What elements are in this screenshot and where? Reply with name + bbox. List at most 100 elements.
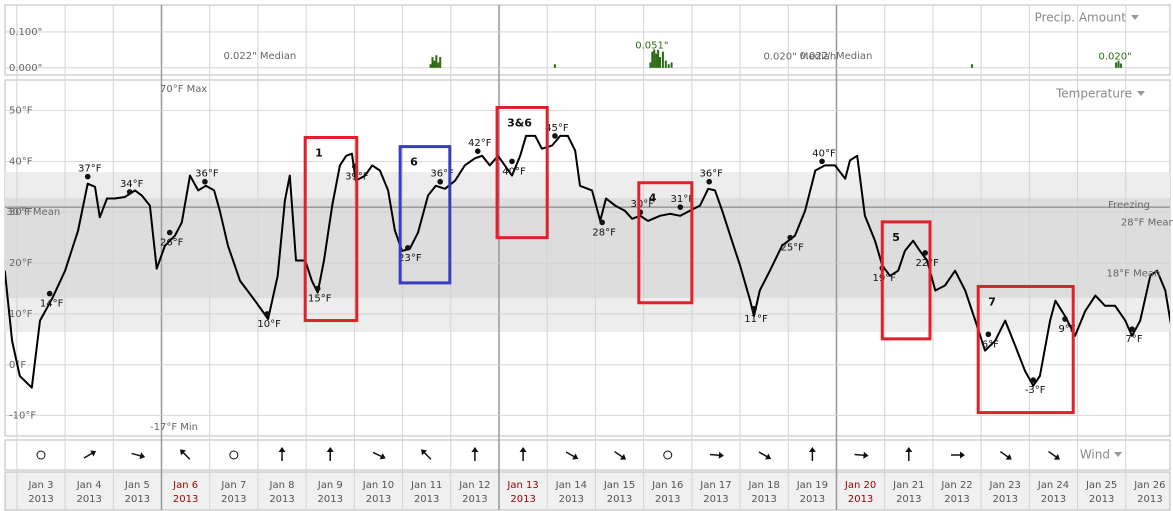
wind-calm	[663, 450, 673, 460]
normal-range-bands	[5, 172, 1170, 332]
wind-arrow-head	[278, 447, 286, 452]
wind-arrow	[999, 450, 1012, 460]
x-tick-label: Jan 26	[1133, 480, 1165, 491]
labeled-point	[751, 306, 757, 312]
wind-arrow	[854, 451, 869, 459]
wind-arrow-head	[619, 453, 627, 460]
x-tick-year: 2013	[1137, 494, 1162, 505]
wind-arrow	[709, 451, 724, 459]
x-tick-label: Jan 16	[651, 480, 683, 491]
highlight-box	[976, 284, 1075, 415]
date-row	[4, 471, 1171, 511]
x-tick-label: Jan 18	[747, 480, 779, 491]
max-label: 70°F Max	[160, 84, 207, 95]
x-tick-label: Jan 22	[940, 480, 972, 491]
labeled-point	[922, 250, 928, 256]
wind-arrow	[905, 447, 913, 461]
x-tick-year: 2013	[414, 494, 439, 505]
precip-bar	[970, 64, 973, 68]
dropdown-arrow[interactable]	[1137, 91, 1145, 96]
precip-bar	[661, 51, 664, 68]
labeled-point	[84, 173, 91, 180]
x-tick-year: 2013	[992, 494, 1017, 505]
x-tick-year: 2013	[703, 494, 728, 505]
x-tick-year: 2013	[944, 494, 969, 505]
labeled-point	[706, 178, 712, 185]
point-label: 37°F	[78, 164, 102, 175]
x-tick-label: Jan 14	[555, 480, 587, 491]
precip-annotation: 0.020" Median	[763, 52, 836, 63]
dropdown-arrow[interactable]	[1114, 452, 1122, 457]
wind-arrow-head	[765, 453, 772, 460]
labeled-point	[552, 133, 558, 139]
x-tick-year: 2013	[559, 494, 584, 505]
x-tick-label: Jan 19	[796, 480, 828, 491]
labeled-point	[1030, 377, 1036, 383]
precip-bar	[651, 51, 654, 68]
y-tick-label: 20°F	[9, 258, 33, 269]
dropdown-arrow[interactable]	[1131, 15, 1139, 20]
point-label: 15°F	[308, 294, 332, 305]
highlight-box-label: 3&6	[507, 116, 532, 129]
x-tick-label: Jan 3	[27, 480, 53, 491]
precip-bar	[657, 49, 660, 68]
x-tick-label: Jan 11	[410, 480, 442, 491]
point-label: 11°F	[744, 314, 768, 325]
precip-bar	[653, 49, 656, 68]
point-label: 34°F	[120, 179, 144, 190]
temperature-title[interactable]: Temperature	[1055, 87, 1132, 101]
wind-arrow-head	[808, 447, 816, 452]
highlight-box-label: 5	[892, 231, 900, 244]
wind-arrow	[372, 451, 386, 460]
x-tick-year: 2013	[28, 494, 53, 505]
point-label: 23°F	[398, 253, 422, 264]
precip-bar	[437, 62, 440, 68]
y-tick-label: 0.100"	[9, 27, 42, 38]
wind-title[interactable]: Wind	[1080, 448, 1110, 462]
point-label: 7°F	[1125, 334, 1142, 345]
x-tick-year: 2013	[896, 494, 921, 505]
x-tick-year: 2013	[318, 494, 343, 505]
x-tick-year: 2013	[1041, 494, 1066, 505]
labeled-point	[677, 204, 684, 210]
wind-arrow	[471, 447, 479, 461]
precip-bar	[1117, 60, 1120, 68]
wind-arrow-head	[519, 447, 527, 452]
highlight-box	[303, 135, 359, 323]
point-label: 40°F	[812, 148, 836, 159]
wind-arrow	[758, 451, 772, 460]
y-tick-label: 40°F	[9, 156, 33, 167]
wind-row	[4, 439, 1171, 471]
wind-arrow-head	[90, 450, 97, 457]
wind-arrow-head	[471, 447, 479, 452]
point-label: 9°F	[1058, 324, 1075, 335]
point-label: 25°F	[780, 243, 804, 254]
highlight-box-label: 1	[315, 146, 323, 159]
labeled-point	[474, 148, 481, 154]
precip-bar	[1119, 63, 1122, 68]
x-tick-year: 2013	[173, 494, 198, 505]
highlight-box	[637, 181, 694, 305]
x-tick-year: 2013	[751, 494, 776, 505]
x-tick-label: Jan 9	[317, 480, 343, 491]
y-tick-label: 10°F	[9, 309, 33, 320]
wind-arrow	[179, 449, 191, 460]
x-tick-year: 2013	[221, 494, 246, 505]
x-tick-year: 2013	[125, 494, 150, 505]
mean-label: 18°F Mean	[1106, 268, 1160, 279]
x-tick-label: Jan 4	[76, 480, 102, 491]
temperature-plot	[5, 134, 1170, 389]
wind-arrow-head	[179, 449, 186, 456]
x-tick-year: 2013	[607, 494, 632, 505]
x-tick-label: Jan 8	[269, 480, 295, 491]
precip-title[interactable]: Precip. Amount	[1035, 11, 1127, 25]
precip-bar	[664, 60, 667, 68]
x-tick-year: 2013	[366, 494, 391, 505]
x-tick-year: 2013	[462, 494, 487, 505]
x-tick-year: 2013	[76, 494, 101, 505]
x-tick-label: Jan 13	[506, 480, 538, 491]
labeled-point	[314, 285, 321, 292]
mean-label: 30°F Mean	[6, 207, 60, 218]
x-tick-label: Jan 24	[1037, 480, 1069, 491]
wind-arrow-head	[326, 447, 334, 452]
